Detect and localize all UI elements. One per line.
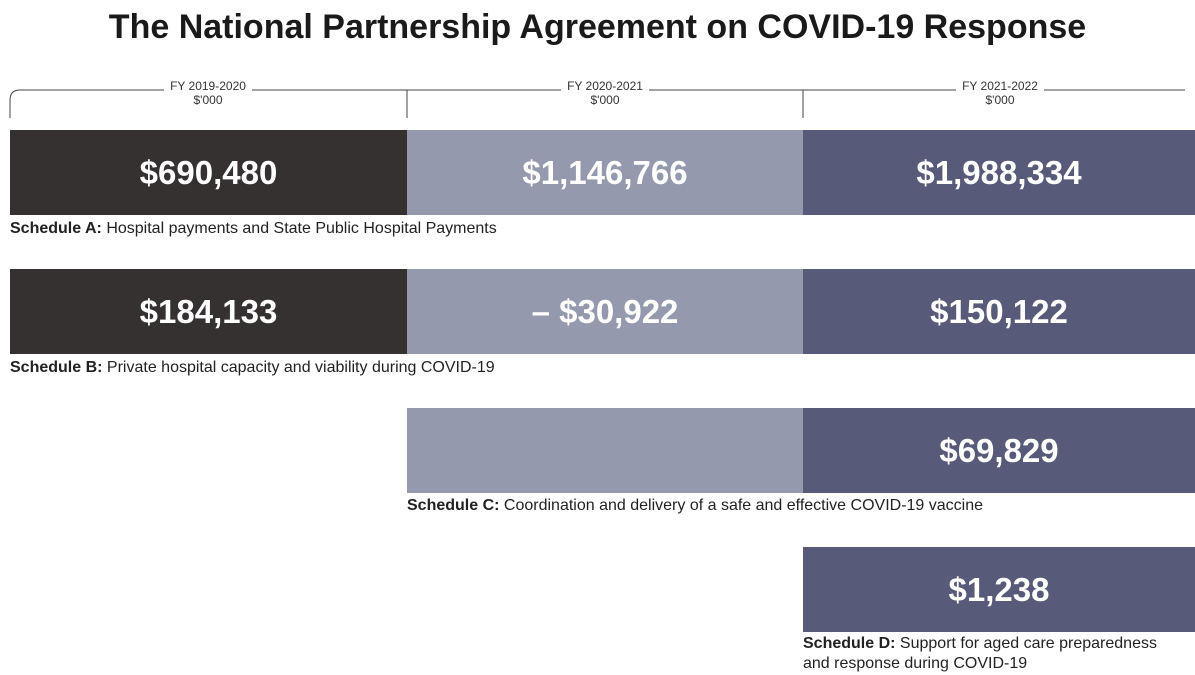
cell: – $30,922 bbox=[407, 269, 803, 354]
caption: Schedule A: Hospital payments and State … bbox=[10, 220, 497, 237]
cell: $1,238 bbox=[803, 547, 1195, 632]
column-header: FY 2020-2021 $'000 bbox=[505, 79, 705, 107]
caption: Schedule D: Support for aged care prepar… bbox=[803, 635, 1157, 672]
cell: $184,133 bbox=[10, 269, 407, 354]
cell: $1,988,334 bbox=[803, 130, 1195, 215]
cell: $69,829 bbox=[803, 408, 1195, 493]
column-header: FY 2019-2020 $'000 bbox=[108, 79, 308, 107]
cell: $690,480 bbox=[10, 130, 407, 215]
column-header: FY 2021-2022 $'000 bbox=[900, 79, 1100, 107]
header-bracket bbox=[9, 89, 1185, 118]
cell bbox=[407, 408, 803, 493]
title: The National Partnership Agreement on CO… bbox=[108, 8, 1087, 46]
caption: Schedule B: Private hospital capacity an… bbox=[10, 359, 495, 376]
cell: $1,146,766 bbox=[407, 130, 803, 215]
caption: Schedule C: Coordination and delivery of… bbox=[407, 497, 984, 514]
cell: $150,122 bbox=[803, 269, 1195, 354]
